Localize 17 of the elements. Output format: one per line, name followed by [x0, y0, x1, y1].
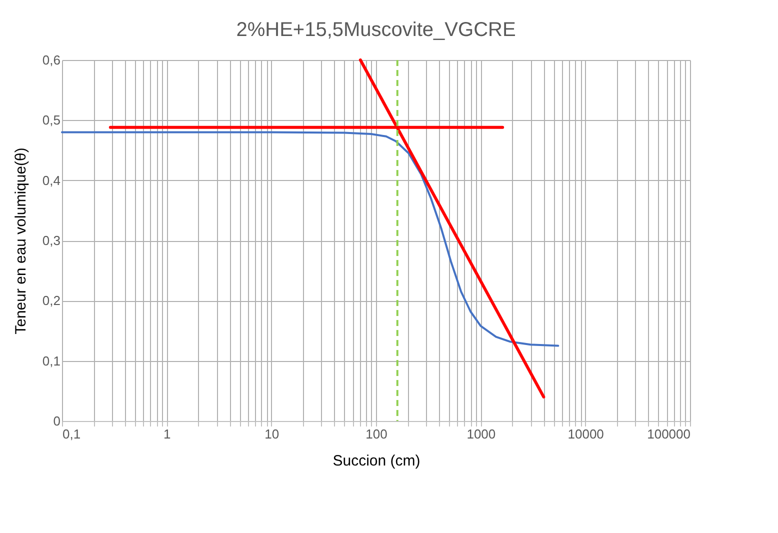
y-tick-label: 0,3 [42, 233, 60, 248]
x-tick-label: 10000 [568, 426, 604, 442]
x-tick-label: 0,1 [62, 426, 81, 442]
x-tick-label: 10 [264, 426, 280, 442]
y-tick-label: 0,2 [42, 293, 60, 308]
y-tick-label: 0,1 [42, 353, 60, 368]
y-axis-title: Teneur en eau volumique(θ) [12, 148, 30, 334]
y-tick-label: 0,6 [42, 52, 60, 68]
x-axis-title: Succion (cm) [332, 452, 420, 470]
y-tick-label: 0,5 [42, 112, 60, 128]
y-tick-label: 0 [53, 414, 60, 428]
x-tick-label: 1 [164, 426, 171, 442]
x-tick-label: 1000 [466, 426, 496, 442]
x-tick-label: 100 [366, 426, 388, 442]
x-tick-label: 100000 [647, 426, 690, 442]
y-tick-label: 0,4 [42, 172, 60, 188]
chart-title: 2%HE+15,5Muscovite_VGCRE [236, 19, 516, 41]
